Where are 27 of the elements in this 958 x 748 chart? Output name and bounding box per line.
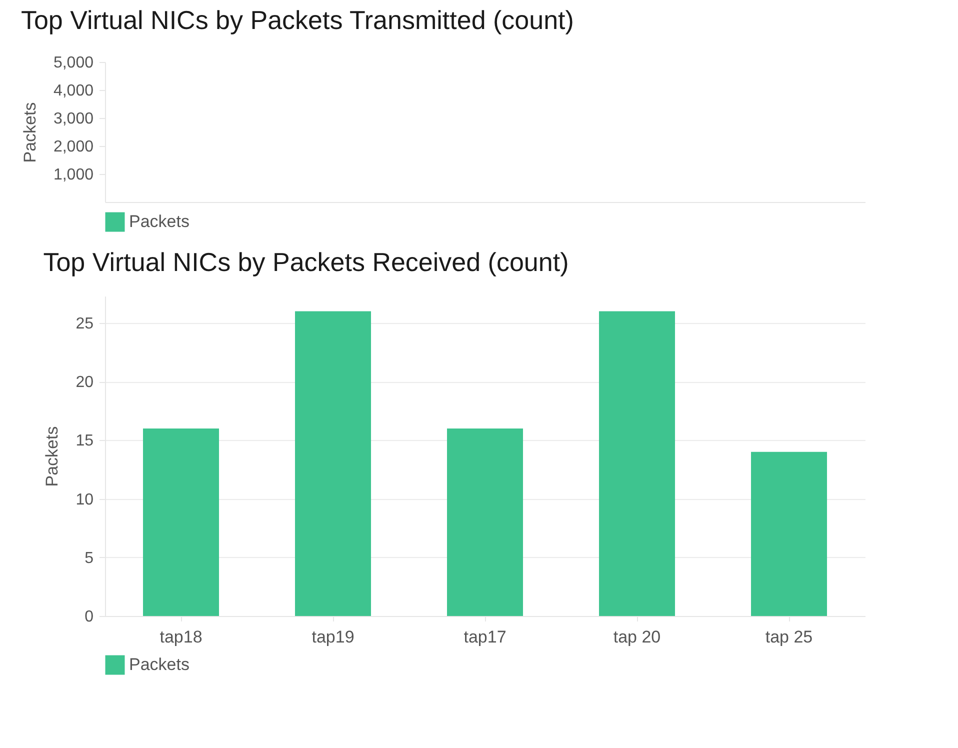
y-tick-label: 4,000 [53,82,94,100]
y-tick-label: 3,000 [53,110,94,128]
y-tick-label: 1,000 [53,166,94,184]
y-tick-label: 2,000 [53,138,94,156]
y-axis-title: Packets [20,102,40,163]
y-axis-title: Packets [42,426,62,487]
y-tick-label: 5,000 [53,54,94,72]
y-tick-label: 10 [76,491,94,508]
legend-label: Packets [129,212,190,231]
y-tick-label: 0 [84,608,94,626]
y-tick-label: 20 [76,374,94,392]
chart-title: Top Virtual NICs by Packets Received (count) [43,247,569,277]
x-tick-label: tap17 [464,628,506,646]
y-tick-label: 5 [84,550,94,567]
x-tick-label: tap 25 [765,628,813,646]
bar [143,428,219,616]
y-tick-label: 25 [76,315,94,332]
y-tick-label: 15 [76,432,94,450]
x-tick-label: tap19 [312,628,354,646]
x-tick-label: tap 20 [613,628,661,646]
chart-title: Top Virtual NICs by Packets Transmitted (count) [20,5,574,35]
legend-label: Packets [129,655,190,674]
bar [295,311,371,616]
bar [447,428,523,616]
bar [751,452,827,616]
bar [599,311,675,616]
x-tick-label: tap18 [160,628,202,646]
